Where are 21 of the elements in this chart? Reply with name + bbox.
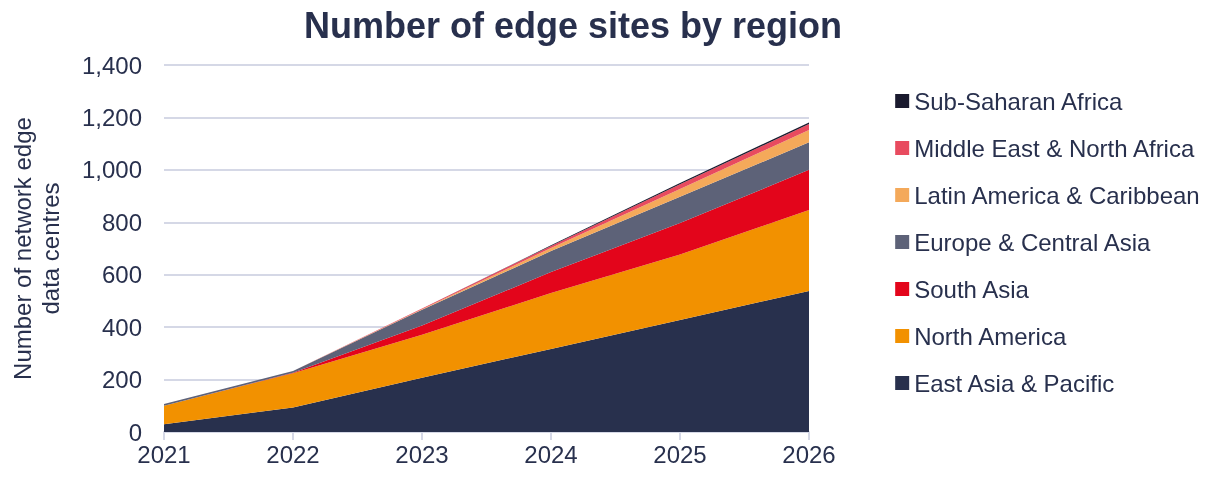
legend-label: South Asia [914, 275, 1030, 303]
x-tick-label: 2024 [524, 440, 578, 468]
legend-label: Latin America & Caribbean [914, 181, 1200, 209]
x-tick-label: 2026 [782, 440, 836, 468]
x-tick-label: 2025 [653, 440, 707, 468]
y-tick-label: 800 [101, 208, 142, 236]
y-tick-label: 1,200 [81, 103, 142, 131]
y-tick-label: 1,000 [81, 156, 142, 184]
legend-label: Sub-Saharan Africa [914, 87, 1123, 115]
y-tick-label: 400 [101, 313, 142, 341]
y-tick-label: 600 [101, 261, 142, 289]
legend-label: East Asia & Pacific [914, 369, 1115, 397]
legend-label: Europe & Central Asia [914, 228, 1151, 256]
legend-label: North America [914, 322, 1067, 350]
x-tick-label: 2023 [395, 440, 449, 468]
legend-label: Middle East & North Africa [914, 134, 1195, 162]
chart-title: Number of edge sites by region [303, 4, 843, 46]
x-tick-label: 2022 [266, 440, 320, 468]
y-axis-title: Number of network edge data centres [8, 117, 64, 380]
y-tick-label: 1,400 [81, 51, 142, 79]
y-tick-label: 200 [101, 366, 142, 394]
